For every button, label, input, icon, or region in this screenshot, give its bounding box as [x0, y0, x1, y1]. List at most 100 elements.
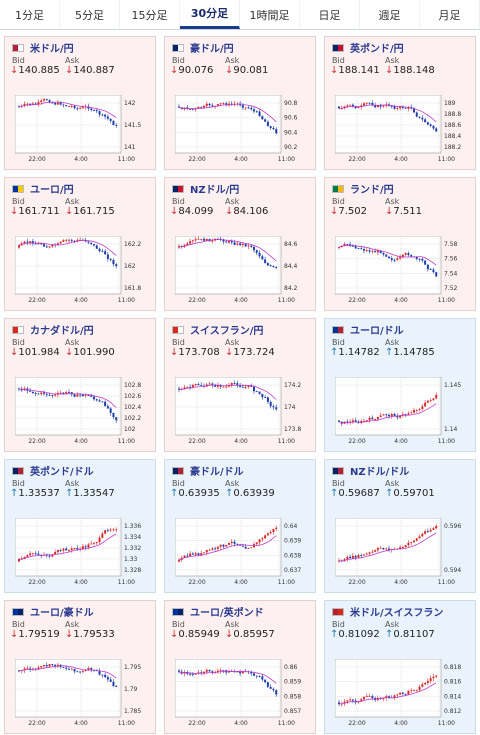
rate-card[interactable]: 豪ドル/ドル Bid Ask ↑0.63935 ↑0.63939 0.64 0.639 0.6…: [164, 459, 316, 593]
currency-pair[interactable]: スイスフラン/円: [190, 326, 264, 337]
moving-average-line: [18, 101, 117, 118]
rate-card[interactable]: NZドル/円 Bid Ask ↓84.099 ↓84.106 84.6 84.4 84.2 22…: [164, 177, 316, 311]
rate-card[interactable]: ユーロ/豪ドル Bid Ask ↓1.79519 ↓1.79533 1.795 1.79 1.…: [4, 600, 156, 734]
candle: [241, 545, 244, 547]
candle: [81, 107, 84, 109]
currency-pair[interactable]: 豪ドル/ドル: [190, 467, 244, 478]
tab-6[interactable]: 週足: [360, 0, 420, 29]
candle: [230, 383, 233, 386]
candle: [272, 265, 275, 268]
currency-flag-icon: [332, 466, 344, 475]
tab-7[interactable]: 月足: [420, 0, 480, 29]
chart-container[interactable]: 102.8 102.6 102.4 102.2 102 22:00 4:00 11:00: [15, 377, 151, 449]
candle: [374, 104, 377, 108]
chart-container[interactable]: 1.795 1.79 1.785 22:00 4:00 11:00: [15, 659, 151, 731]
candle: [51, 394, 54, 396]
candle: [214, 384, 217, 387]
tab-1[interactable]: 5分足: [60, 0, 120, 29]
chart-container[interactable]: 142 141.5 141 22:00 4:00 11:00: [15, 95, 151, 167]
currency-pair[interactable]: NZドル/円: [190, 185, 240, 196]
currency-pair[interactable]: ランド/円: [350, 185, 394, 196]
chart-container[interactable]: 90.8 90.6 90.4 90.2 22:00 4:00 11:00: [175, 95, 311, 167]
chart-container[interactable]: 1.336 1.334 1.332 1.33 1.328 22:00 4:00 11:00: [15, 518, 151, 590]
tab-2[interactable]: 15分足: [120, 0, 180, 29]
rate-card[interactable]: 豪ドル/円 Bid Ask ↓90.076 ↓90.081 90.8 90.6 90.4 90.…: [164, 36, 316, 170]
tab-4[interactable]: 1時間足: [240, 0, 300, 29]
x-tick-label: 4:00: [74, 156, 88, 163]
y-tick-label: 173.8: [284, 426, 301, 433]
candle: [112, 412, 115, 418]
chart-container[interactable]: 84.6 84.4 84.2 22:00 4:00 11:00: [175, 236, 311, 308]
currency-pair[interactable]: ユーロ/ドル: [350, 326, 404, 337]
chart-container[interactable]: 0.596 0.594 22:00 4:00 11:00: [335, 518, 471, 590]
candle: [404, 414, 407, 416]
currency-pair[interactable]: 米ドル/円: [30, 44, 74, 55]
candle-chart: 1.795 1.79 1.785 22:00 4:00 11:00: [15, 659, 141, 727]
currency-pair[interactable]: 米ドル/スイスフラン: [350, 608, 444, 619]
candle: [338, 420, 340, 422]
rate-card[interactable]: 米ドル/スイスフラン Bid Ask ↑0.81092 ↑0.81107 0.818 0.8…: [324, 600, 476, 734]
rate-card[interactable]: ユーロ/ドル Bid Ask ↑1.14782 ↑1.14785 1.145 1.14 22:…: [324, 318, 476, 452]
candle-chart: 162.2 162 161.8 22:00 4:00 11:00: [15, 236, 141, 304]
candle: [253, 673, 255, 676]
rate-card[interactable]: ランド/円 Bid Ask ↓7.502 ↓7.511 7.58 7.56 7.54 7.52 2…: [324, 177, 476, 311]
rate-card[interactable]: カナダドル/円 Bid Ask ↓101.984 ↓101.990 102.8 102.6 1…: [4, 318, 156, 452]
candle: [186, 386, 189, 388]
candle: [258, 391, 261, 394]
candle: [112, 529, 115, 531]
currency-pair[interactable]: NZドル/ドル: [350, 467, 410, 478]
candle: [404, 545, 407, 548]
price-values: ↑0.81092 ↑0.81107: [325, 629, 475, 640]
chart-container[interactable]: 174.2 174 173.8 22:00 4:00 11:00: [175, 377, 311, 449]
candle: [382, 253, 385, 255]
rate-card[interactable]: NZドル/ドル Bid Ask ↑0.59687 ↑0.59701 0.596 0.594 2…: [324, 459, 476, 593]
currency-pair[interactable]: 英ポンド/ドル: [30, 467, 94, 478]
y-tick-label: 188.8: [444, 111, 461, 118]
candle: [396, 108, 399, 110]
ask-value: 1.33547: [73, 488, 115, 499]
candle: [376, 250, 379, 253]
tab-3[interactable]: 30分足: [180, 0, 240, 29]
candle: [84, 546, 87, 548]
currency-pair[interactable]: カナダドル/円: [30, 326, 94, 337]
ask-value: 0.85957: [233, 629, 275, 640]
candle: [410, 690, 413, 691]
moving-average-line: [338, 403, 437, 424]
chart-container[interactable]: 1.145 1.14 22:00 4:00 11:00: [335, 377, 471, 449]
ask-price: ↓101.990: [65, 347, 115, 358]
rate-card[interactable]: 英ポンド/ドル Bid Ask ↑1.33537 ↑1.33547 1.336 1.334 1…: [4, 459, 156, 593]
candle: [203, 238, 205, 241]
currency-pair[interactable]: ユーロ/円: [30, 185, 74, 196]
candle: [247, 548, 250, 549]
rate-card[interactable]: スイスフラン/円 Bid Ask ↓173.708 ↓173.724 174.2 174 17…: [164, 318, 316, 452]
chart-container[interactable]: 189 188.8 188.6 188.4 188.2 22:00 4:00 11:00: [335, 95, 471, 167]
chart-container[interactable]: 7.58 7.56 7.54 7.52 22:00 4:00 11:00: [335, 236, 471, 308]
chart-container[interactable]: 0.818 0.816 0.814 0.812 22:00 4:00 11:00: [335, 659, 471, 731]
rate-card[interactable]: 米ドル/円 Bid Ask ↓140.885 ↓140.887 142 141.5 141 22…: [4, 36, 156, 170]
candle: [390, 258, 393, 260]
chart-container[interactable]: 0.64 0.639 0.638 0.637 22:00 4:00 11:00: [175, 518, 311, 590]
candle: [435, 272, 438, 277]
candle: [104, 674, 107, 678]
candle: [244, 387, 247, 388]
tab-0[interactable]: 1分足: [0, 0, 60, 29]
candle: [178, 246, 180, 248]
ask-value: 90.081: [233, 65, 269, 76]
moving-average-line: [338, 682, 437, 705]
tab-5[interactable]: 日足: [300, 0, 360, 29]
candle: [351, 420, 354, 422]
y-tick-label: 84.2: [284, 285, 298, 292]
rate-card[interactable]: 英ポンド/円 Bid Ask ↓188.141 ↓188.148 189 188.8 188.…: [324, 36, 476, 170]
chart-container[interactable]: 0.86 0.859 0.858 0.857 22:00 4:00 11:00: [175, 659, 311, 731]
currency-pair[interactable]: 豪ドル/円: [190, 44, 234, 55]
currency-pair[interactable]: ユーロ/英ポンド: [190, 608, 264, 619]
card-title: 英ポンド/ドル: [5, 460, 155, 478]
currency-pair[interactable]: ユーロ/豪ドル: [30, 608, 94, 619]
chart-container[interactable]: 162.2 162 161.8 22:00 4:00 11:00: [15, 236, 151, 308]
rate-card[interactable]: ユーロ/英ポンド Bid Ask ↓0.85949 ↓0.85957 0.86 0.859 0…: [164, 600, 316, 734]
candle: [203, 552, 205, 554]
rate-card[interactable]: ユーロ/円 Bid Ask ↓161.711 ↓161.715 162.2 162 161.8…: [4, 177, 156, 311]
currency-pair[interactable]: 英ポンド/円: [350, 44, 404, 55]
candle: [241, 671, 244, 674]
candle: [269, 532, 272, 534]
